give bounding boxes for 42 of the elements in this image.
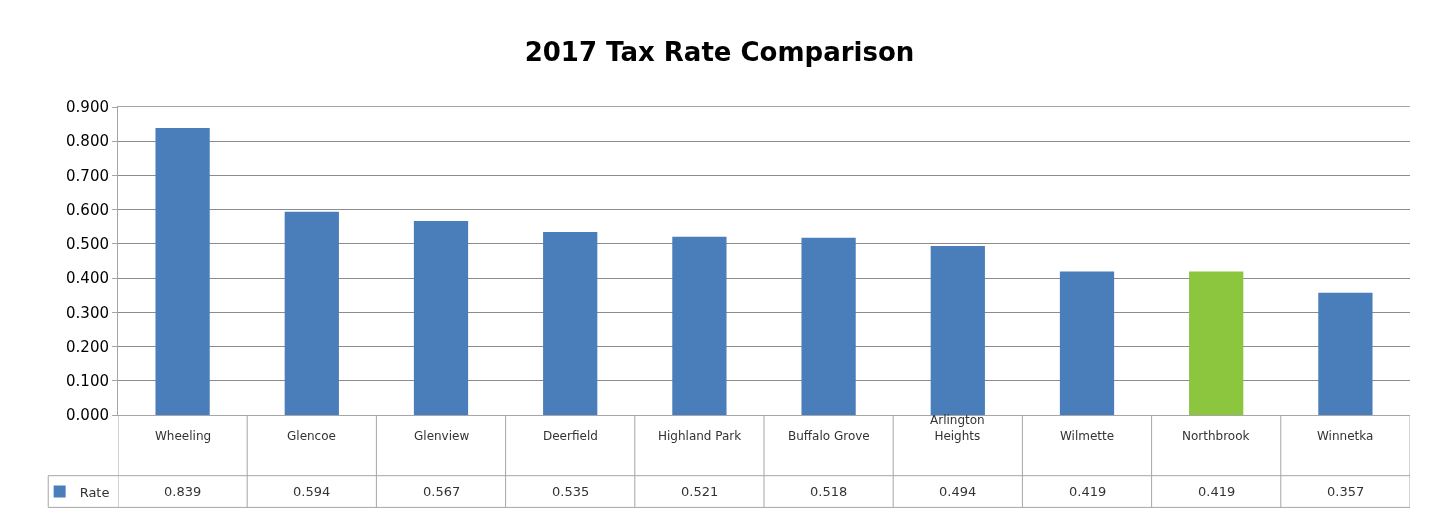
bar	[413, 220, 469, 415]
x-tick-label: Deerfield	[543, 429, 598, 443]
bar	[155, 127, 210, 415]
y-tick-label: 0.800	[66, 132, 109, 151]
chart-title: 2017 Tax Rate Comparison	[524, 37, 915, 67]
y-tick-label: 0.300	[66, 303, 109, 322]
x-tick-label: Winnetka	[1317, 429, 1374, 443]
x-tick-label: Glenview	[414, 429, 470, 443]
data-label: 0.419	[1069, 484, 1107, 499]
data-label: 0.357	[1327, 484, 1365, 499]
x-tick-label: Glencoe	[287, 429, 336, 443]
y-tick-label: 0.400	[66, 269, 109, 288]
bar	[930, 245, 985, 415]
legend-label: Rate	[79, 484, 110, 500]
x-tick-label: Wheeling	[155, 429, 212, 443]
x-tick-label: Buffalo Grove	[788, 429, 870, 443]
y-tick-label: 0.000	[66, 406, 109, 425]
data-label: 0.535	[552, 484, 590, 499]
bar	[543, 231, 598, 415]
data-label: 0.521	[681, 484, 719, 499]
bar	[1059, 271, 1115, 415]
data-label: 0.567	[423, 484, 461, 499]
bar	[284, 211, 339, 415]
bar	[672, 236, 727, 415]
data-label: 0.419	[1198, 484, 1236, 499]
bar	[1189, 271, 1244, 415]
data-label: 0.494	[939, 484, 977, 499]
y-tick-label: 0.700	[66, 166, 109, 185]
y-tick-label: 0.200	[66, 337, 109, 356]
y-tick-label: 0.100	[66, 372, 109, 391]
x-tick-label: Northbrook	[1182, 429, 1250, 443]
data-label: 0.839	[164, 484, 202, 499]
y-tick-label: 0.500	[66, 235, 109, 254]
y-tick-label: 0.900	[66, 98, 109, 117]
x-tick-label: Arlington Heights	[930, 413, 985, 443]
x-tick-label: Highland Park	[658, 429, 742, 443]
x-tick-label: Wilmette	[1060, 429, 1115, 443]
bar	[1318, 292, 1373, 415]
bar	[801, 237, 856, 415]
data-label: 0.594	[293, 484, 331, 499]
data-label: 0.518	[810, 484, 848, 499]
y-tick-label: 0.600	[66, 200, 109, 219]
